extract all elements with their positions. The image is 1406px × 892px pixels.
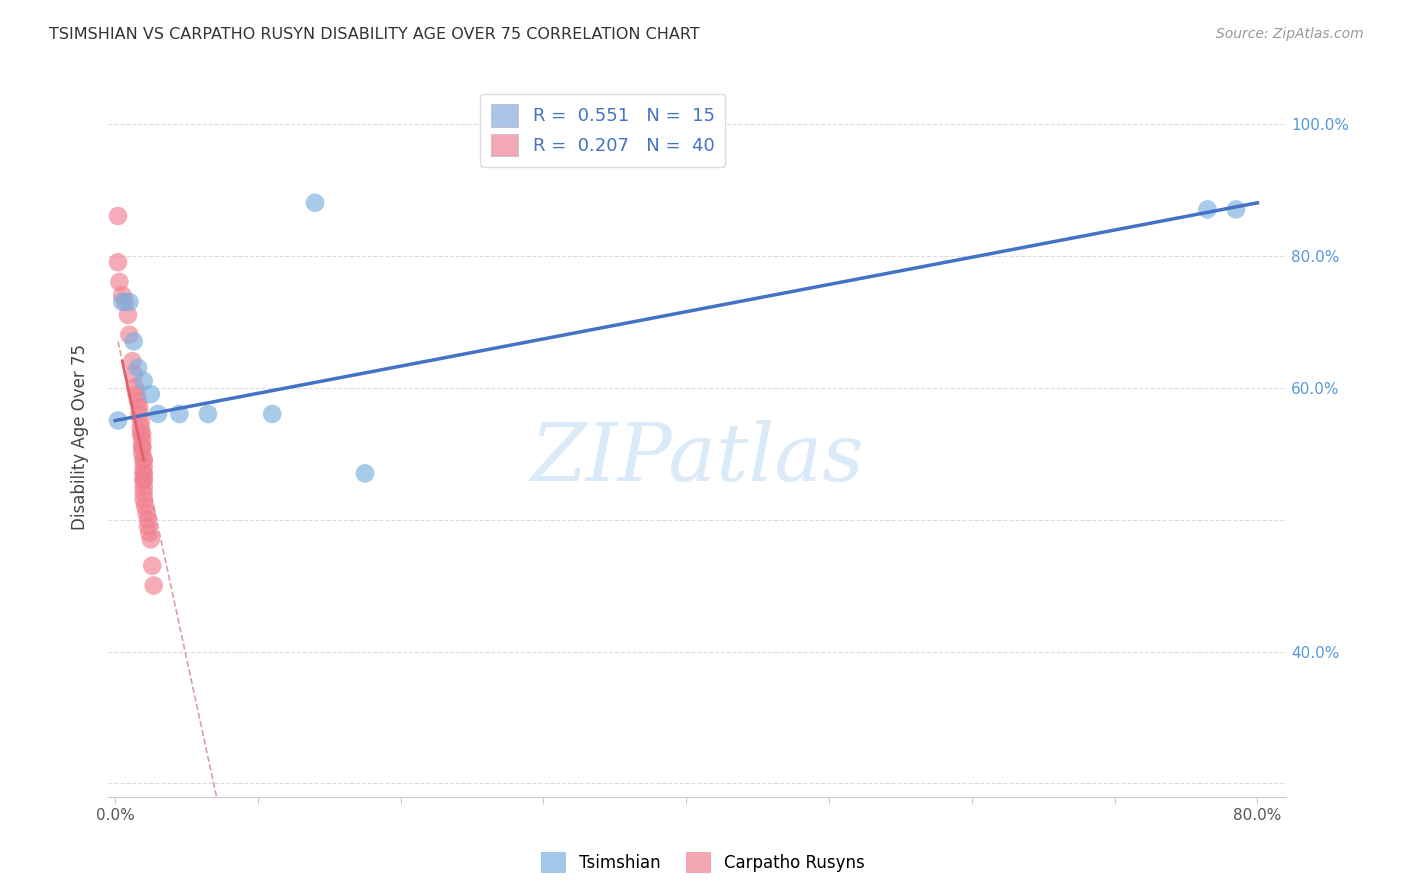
Point	[111, 288, 134, 302]
Point	[169, 407, 191, 421]
Point	[118, 294, 141, 309]
Point	[107, 209, 129, 223]
Legend: R =  0.551   N =  15, R =  0.207   N =  40: R = 0.551 N = 15, R = 0.207 N = 40	[479, 94, 725, 167]
Point	[131, 446, 153, 460]
Point	[121, 354, 143, 368]
Point	[129, 426, 152, 441]
Point	[1225, 202, 1247, 217]
Point	[132, 459, 155, 474]
Point	[136, 512, 159, 526]
Point	[135, 506, 157, 520]
Point	[131, 440, 153, 454]
Point	[132, 479, 155, 493]
Point	[127, 360, 149, 375]
Point	[127, 393, 149, 408]
Point	[132, 467, 155, 481]
Point	[132, 492, 155, 507]
Point	[132, 453, 155, 467]
Point	[107, 255, 129, 269]
Point	[111, 294, 134, 309]
Text: ZIPatlas: ZIPatlas	[530, 420, 863, 498]
Point	[354, 467, 377, 481]
Point	[107, 413, 129, 427]
Point	[134, 500, 156, 514]
Point	[125, 387, 148, 401]
Point	[132, 473, 155, 487]
Point	[139, 533, 162, 547]
Point	[108, 275, 131, 289]
Point	[124, 380, 146, 394]
Point	[129, 413, 152, 427]
Y-axis label: Disability Age Over 75: Disability Age Over 75	[72, 344, 89, 530]
Point	[139, 387, 162, 401]
Point	[141, 558, 163, 573]
Point	[136, 519, 159, 533]
Point	[132, 453, 155, 467]
Point	[142, 578, 165, 592]
Text: TSIMSHIAN VS CARPATHO RUSYN DISABILITY AGE OVER 75 CORRELATION CHART: TSIMSHIAN VS CARPATHO RUSYN DISABILITY A…	[49, 27, 700, 42]
Point	[117, 308, 139, 322]
Point	[262, 407, 284, 421]
Point	[197, 407, 219, 421]
Point	[304, 195, 326, 210]
Text: Source: ZipAtlas.com: Source: ZipAtlas.com	[1216, 27, 1364, 41]
Point	[138, 525, 160, 540]
Point	[129, 420, 152, 434]
Point	[114, 294, 136, 309]
Legend: Tsimshian, Carpatho Rusyns: Tsimshian, Carpatho Rusyns	[534, 846, 872, 880]
Point	[132, 374, 155, 388]
Point	[1197, 202, 1219, 217]
Point	[122, 368, 145, 382]
Point	[131, 440, 153, 454]
Point	[146, 407, 169, 421]
Point	[132, 467, 155, 481]
Point	[131, 426, 153, 441]
Point	[128, 401, 150, 415]
Point	[128, 407, 150, 421]
Point	[132, 486, 155, 500]
Point	[131, 434, 153, 448]
Point	[118, 327, 141, 342]
Point	[132, 473, 155, 487]
Point	[122, 334, 145, 349]
